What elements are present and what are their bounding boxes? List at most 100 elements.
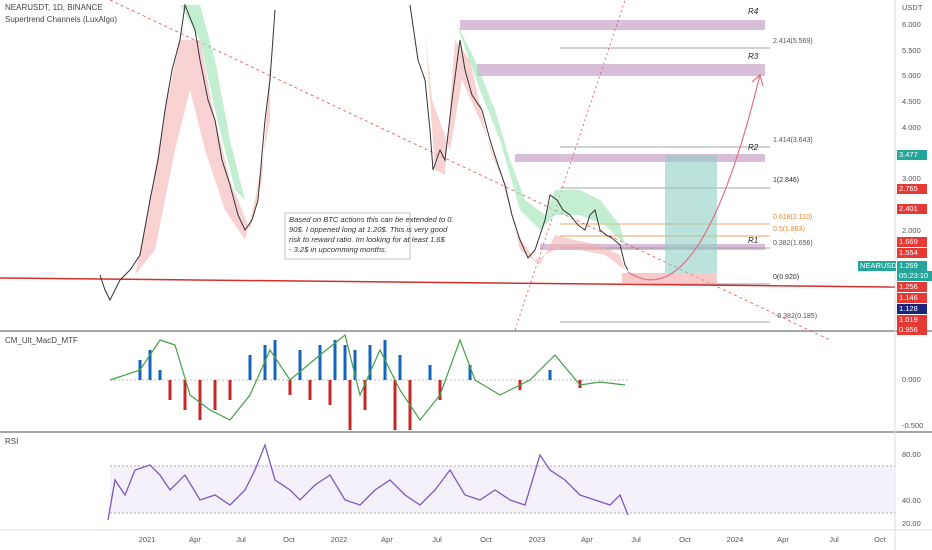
price-tags: 3.477 2.765 2.401 1.669 1.554 NEARUSDT1.26905… <box>858 150 932 335</box>
note-box <box>284 212 411 260</box>
price-label: 4.000 <box>902 123 921 132</box>
time-label: Oct <box>874 535 887 544</box>
time-label: 2022 <box>331 535 348 544</box>
fib-labels: 2.414(5.569) 1.414(3.643) 1(2.846) 0.618(2.… <box>773 38 817 320</box>
supertrend-band <box>425 30 625 270</box>
axis-label: -0.500 <box>902 421 923 430</box>
price-tag-bg <box>897 204 927 214</box>
level-box <box>460 20 765 30</box>
axis-label: 40.00 <box>902 496 921 505</box>
pane-title: CM_Ult_MacD_MTF <box>5 336 78 345</box>
level-box <box>540 244 765 250</box>
level-label: R4 <box>748 7 759 16</box>
price-tag: 2.765 <box>899 184 918 193</box>
price-tag: 1.146 <box>899 293 918 302</box>
note-line: risk to reward ratio. Im looking for at … <box>289 235 446 244</box>
price-tag: 1.269 <box>899 261 918 270</box>
time-label: Jul <box>631 535 641 544</box>
fib-label: 0.5(1.883) <box>773 226 805 233</box>
fib-label: 0.618(2.110) <box>773 214 812 221</box>
price-tag-bg <box>897 304 927 314</box>
price-tag-bg <box>897 248 927 258</box>
time-label: Oct <box>480 535 493 544</box>
trend-line <box>109 0 831 341</box>
note-line: Based on BTC actions this can be extende… <box>289 215 454 224</box>
price-tag-bg <box>858 261 896 271</box>
time-label: Apr <box>777 535 789 544</box>
price-tag-bg <box>897 237 927 247</box>
price-tag-bg <box>897 293 927 303</box>
indicator-name: Supertrend Channels (LuxAlgo) <box>5 15 117 24</box>
fib-label: 0(0.920) <box>773 274 799 281</box>
level-box <box>477 64 765 76</box>
arrow-head <box>751 73 764 87</box>
support-line <box>0 277 896 288</box>
rsi-line <box>107 442 629 521</box>
time-label: 2023 <box>529 535 546 544</box>
projection-arrow <box>627 74 761 281</box>
time-label: Jul <box>432 535 442 544</box>
price-label: 5.000 <box>902 71 921 80</box>
price-tag: 3.477 <box>899 150 918 159</box>
price-tag-bg <box>897 271 932 281</box>
level-label: R1 <box>748 236 758 245</box>
time-label: Jul <box>236 535 246 544</box>
fib-label: -0.382(0.185) <box>775 313 817 320</box>
price-label: 5.500 <box>902 46 921 55</box>
price-tag: 1.669 <box>899 237 918 246</box>
time-label: Apr <box>189 535 201 544</box>
time-label: Apr <box>581 535 593 544</box>
price-label: 6.000 <box>902 20 921 29</box>
axis-label: 80.00 <box>902 450 921 459</box>
price-tag: 2.401 <box>899 204 918 213</box>
level-label: R3 <box>748 52 759 61</box>
price-tag: 1.256 <box>899 282 918 291</box>
price-tag-bg <box>897 261 927 271</box>
price-tag: 0.956 <box>899 325 918 334</box>
supertrend-band <box>135 40 270 275</box>
axis-label: 0.000 <box>902 375 921 384</box>
price-tag: 1.554 <box>899 248 918 257</box>
axis-label: 20.00 <box>902 519 921 528</box>
time-label: 2024 <box>727 535 744 544</box>
price-tag-bg <box>897 315 927 325</box>
time-label: 2021 <box>139 535 156 544</box>
supertrend-band <box>455 20 625 245</box>
fib-label: 1(2.846) <box>773 177 799 184</box>
note-line: 90$. I oppened long at 1.20$. This is ve… <box>289 225 448 234</box>
price-tag-bg <box>897 150 927 160</box>
price-tag-bg <box>897 282 927 292</box>
time-axis: 2021 Apr Jul Oct 2022 Apr Jul Oct 2023 Apr Jul Oct 2… <box>139 535 887 544</box>
supertrend-band <box>180 5 245 200</box>
price-label: 4.500 <box>902 97 921 106</box>
price-label: 2.000 <box>902 226 921 235</box>
price-axis: 6.000 5.500 5.000 4.500 4.000 3.000 2.000 <box>902 20 921 235</box>
position-target <box>665 155 717 273</box>
position-stop <box>622 273 717 284</box>
level-label: R2 <box>748 143 759 152</box>
price-label: 3.000 <box>902 174 921 183</box>
time-label: Jul <box>829 535 839 544</box>
note: Based on BTC actions this can be extende… <box>289 215 454 254</box>
time-label: Oct <box>283 535 296 544</box>
time-label: Apr <box>381 535 393 544</box>
fib-label: 1.414(3.643) <box>773 137 813 144</box>
price-tag-bg <box>897 184 927 194</box>
fib-label: 2.414(5.569) <box>773 38 813 45</box>
fib-label: 0.382(1.656) <box>773 240 813 247</box>
pane-title: RSI <box>5 437 18 446</box>
price-tag-bg <box>897 325 927 335</box>
rsi-band <box>110 466 895 513</box>
price-line <box>409 4 629 271</box>
price-line <box>99 3 276 302</box>
note-line: - 3.2$ in upcomming months. <box>289 245 387 254</box>
price-tag: 05:23:10 <box>899 271 928 280</box>
symbol: NEARUSDT, 1D, BINANCE <box>5 3 103 12</box>
level-box <box>515 154 765 162</box>
time-label: Oct <box>679 535 692 544</box>
price-tag: 1.128 <box>899 304 918 313</box>
currency: USDT <box>902 3 923 12</box>
levels: R4 R3 R2 R1 <box>748 7 759 245</box>
